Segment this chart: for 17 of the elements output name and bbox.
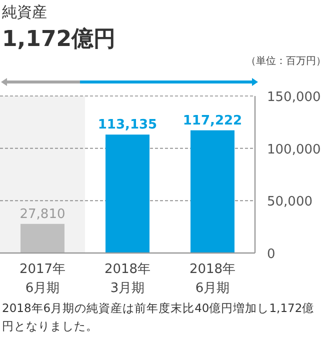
- data-label: 113,135: [98, 118, 158, 133]
- data-label: 27,810: [20, 206, 66, 222]
- y-tick-label: 100,000: [267, 142, 321, 158]
- y-tick-label: 0: [267, 247, 276, 262]
- y-tick-label: 150,000: [267, 90, 321, 105]
- chart-subtitle: 1,172億円: [2, 27, 116, 52]
- x-tick-label: 2018年 3月期: [104, 262, 151, 296]
- bar: [20, 224, 64, 253]
- bar: [190, 130, 234, 253]
- text: 2018年6月期の純資産は前年度末比40億円増加し1,172億円となりました。: [2, 301, 314, 333]
- data-label: 117,222: [182, 113, 242, 128]
- x-tick-label: 2017年 6月期: [19, 262, 66, 296]
- y-tick-label: 50,000: [267, 194, 312, 210]
- text: （単位：百万円）: [246, 55, 326, 67]
- bar: [106, 134, 150, 253]
- chart-title: 純資産: [2, 3, 47, 21]
- x-tick-label: 2018年 6月期: [189, 262, 236, 296]
